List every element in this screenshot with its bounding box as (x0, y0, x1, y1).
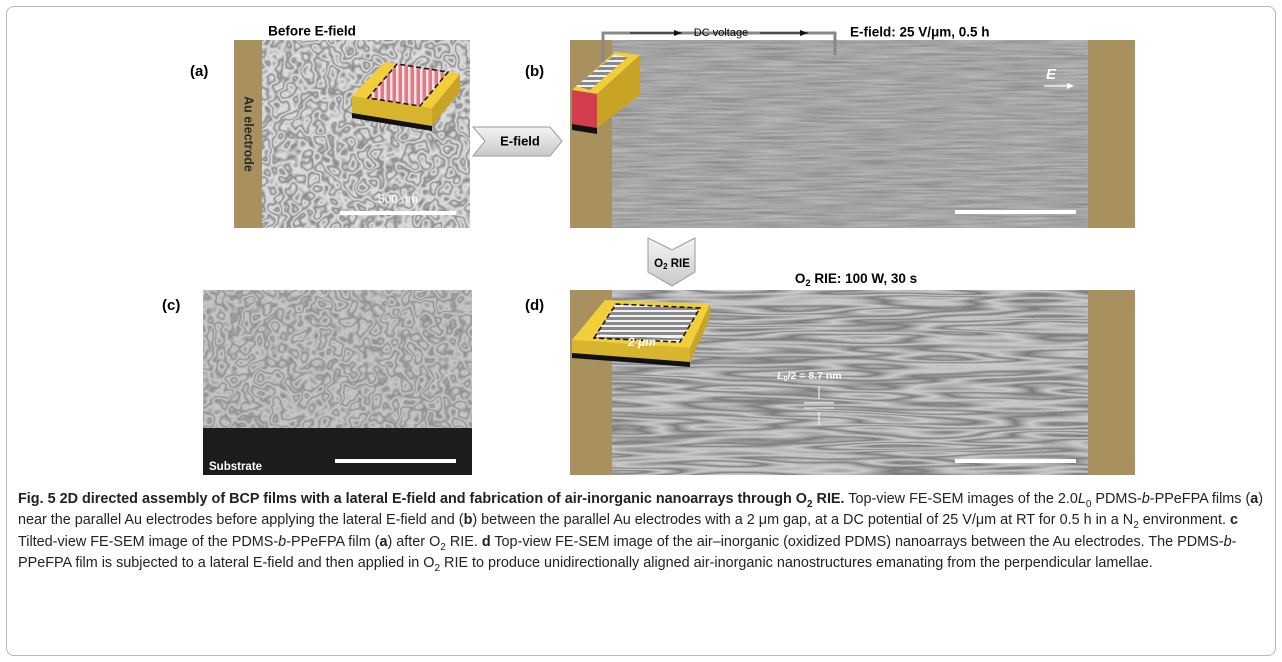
sem-image (234, 40, 470, 228)
caption-run: Top-view FE-SEM image of the air–inorgan… (491, 534, 1224, 550)
panel-label: (c) (162, 297, 180, 314)
text-run: RIE: 100 W, 30 s (811, 271, 918, 286)
substrate-label: Substrate (209, 461, 262, 473)
caption-run: environment. (1139, 512, 1230, 528)
panel-label: (d) (525, 297, 544, 314)
figure: (a) Before E-field Au electrode 500 nm E… (0, 0, 1282, 488)
caption-run: Tilted-view FE-SEM image of the PDMS- (18, 534, 278, 550)
caption-run: RIE to produce unidirectionally aligned … (440, 555, 1153, 571)
caption-run: ) between the parallel Au electrodes wit… (472, 512, 1133, 528)
panel-label: (a) (190, 63, 208, 80)
panel-title: E-field: 25 V/μm, 0.5 h (850, 25, 990, 40)
caption-run: RIE. (813, 491, 845, 507)
text-run: O (654, 258, 663, 270)
gap-label: 2 μm (627, 335, 656, 349)
caption-run: b (278, 534, 286, 550)
text-run: O (795, 271, 806, 286)
caption: Fig. 5 2D directed assembly of BCP films… (18, 489, 1266, 575)
electrode (1088, 40, 1135, 228)
caption-run: -PPeFPA film ( (286, 534, 379, 550)
caption-run: ) after O (388, 534, 441, 550)
caption-run: RIE. (446, 534, 482, 550)
panel-title: Before E-field (268, 24, 356, 39)
electrode-label: Au electrode (242, 96, 256, 172)
electrode (1088, 290, 1135, 475)
scale-label: 500 nm (378, 192, 418, 206)
caption-run: b (1224, 534, 1232, 550)
caption-run: b (1142, 491, 1150, 507)
caption-run: d (482, 534, 491, 550)
voltage-label: DC voltage (694, 27, 748, 39)
period-label: L0/2 = 8.7 nm (777, 370, 842, 383)
caption-run: PDMS- (1091, 491, 1141, 507)
field-label: E (1046, 66, 1057, 83)
arrow-label: O2 RIE (654, 258, 690, 271)
caption-run: a (379, 534, 387, 550)
caption-run: L (1078, 491, 1086, 507)
text-run: /2 = 8.7 nm (788, 370, 842, 382)
page: (a) Before E-field Au electrode 500 nm E… (0, 0, 1282, 662)
caption-run: Fig. 5 2D directed assembly of BCP films… (18, 491, 807, 507)
panel-title: O2 RIE: 100 W, 30 s (795, 271, 917, 289)
panel-label: (b) (525, 63, 544, 80)
text-run: RIE (668, 258, 691, 270)
caption-run: Top-view FE-SEM images of the 2.0 (845, 491, 1078, 507)
arrow-label: E-field (500, 133, 540, 148)
caption-run: -PPeFPA films ( (1150, 491, 1250, 507)
caption-run: c (1230, 512, 1238, 528)
